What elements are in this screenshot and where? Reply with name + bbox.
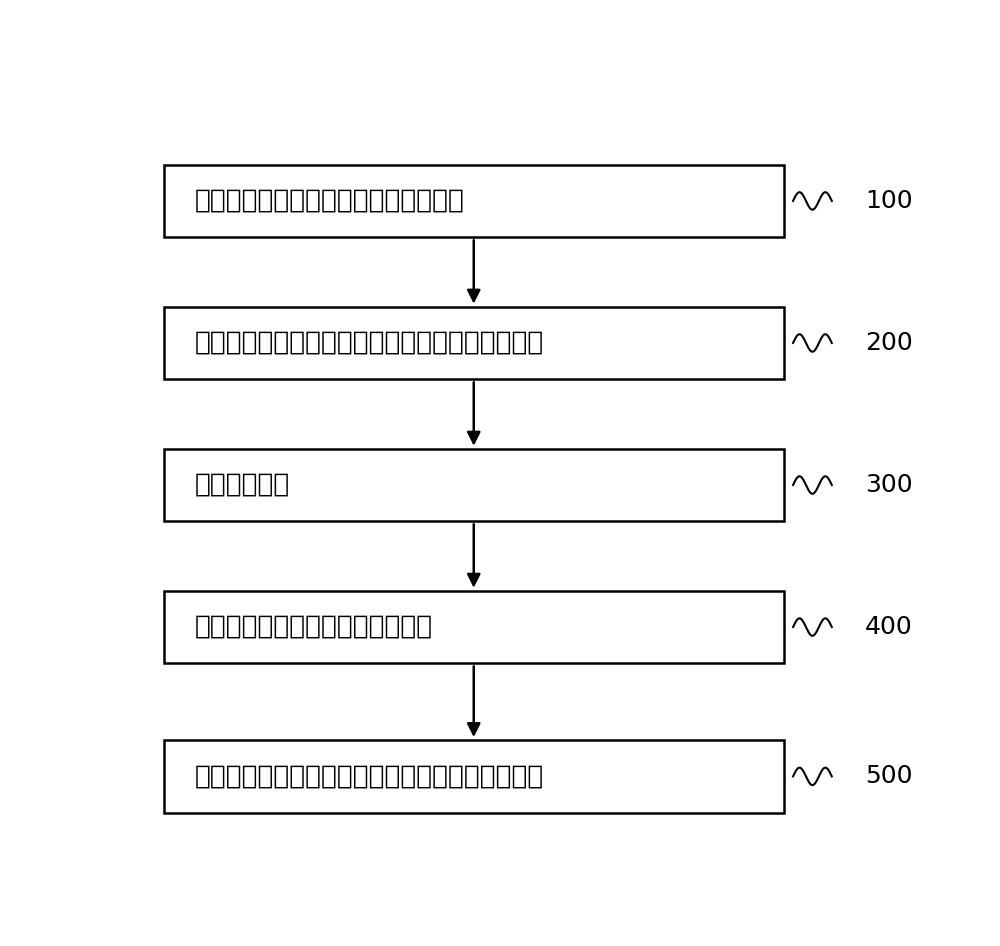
Text: 100: 100 [865,189,913,213]
Bar [164,448,784,521]
Text: 设置检测参数: 设置检测参数 [195,472,290,498]
Text: 对检测数据进行自动分析和处理，并生成检测报告: 对检测数据进行自动分析和处理，并生成检测报告 [195,763,544,789]
Bar [164,307,784,379]
Text: 500: 500 [865,764,913,788]
Text: 将对应类型的标准尺放置于待检机床上: 将对应类型的标准尺放置于待检机床上 [195,188,465,214]
Text: 200: 200 [865,331,913,355]
Text: 400: 400 [865,615,913,639]
Bar [164,590,784,663]
Text: 300: 300 [865,473,913,497]
Bar [164,740,784,813]
Bar [164,165,784,237]
Text: 执行自动检测程序，获取检测数据: 执行自动检测程序，获取检测数据 [195,614,433,640]
Text: 将检测装置与待检机床集成连接，并设置运动参数: 将检测装置与待检机床集成连接，并设置运动参数 [195,330,544,356]
